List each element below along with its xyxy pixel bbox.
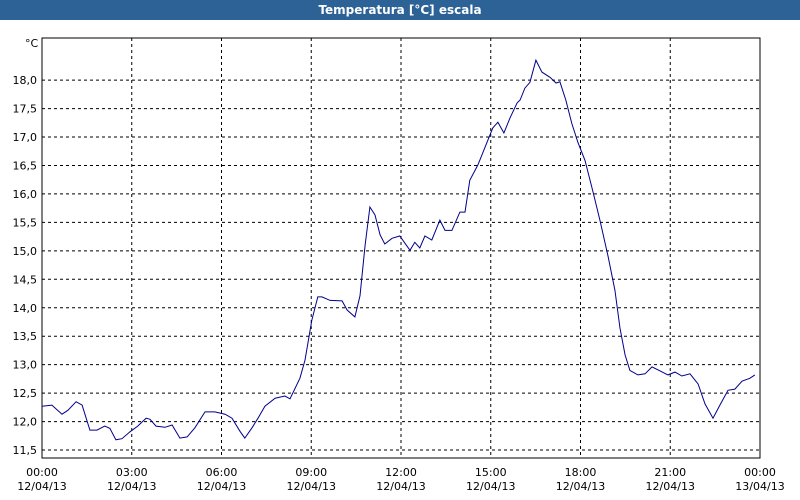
x-tick-label: 12:00 12/04/13 <box>376 466 425 493</box>
x-tick-label: 00:00 13/04/13 <box>735 466 784 493</box>
y-unit: °C <box>25 37 39 50</box>
x-tick-label: 18:00 12/04/13 <box>556 466 605 493</box>
y-tick-label: 16,5 <box>13 159 38 172</box>
y-tick-label: 17,5 <box>13 103 38 116</box>
y-tick-label: 11,5 <box>13 444 38 457</box>
y-tick-label: 13,5 <box>13 330 38 343</box>
x-tick-label: 09:00 12/04/13 <box>287 466 336 493</box>
x-tick-label: 15:00 12/04/13 <box>466 466 515 493</box>
y-tick-label: 12,5 <box>13 387 38 400</box>
y-tick-label: 15,5 <box>13 216 38 229</box>
y-tick-label: 17,0 <box>13 131 38 144</box>
y-tick-label: 18,0 <box>13 74 38 87</box>
y-tick-label: 15,0 <box>13 245 38 258</box>
plot-frame <box>41 37 761 459</box>
window-title: Temperatura [°C] escala <box>0 0 800 20</box>
temperature-line <box>41 58 756 441</box>
x-tick-label: 21:00 12/04/13 <box>646 466 695 493</box>
y-tick-label: 14,5 <box>13 273 38 286</box>
y-tick-label: 12,0 <box>13 416 38 429</box>
chart: °C 11,5 12,0 12,5 13,0 13,5 14,0 14,5 15,0 15,5 1… <box>13 37 785 493</box>
y-tick-label: 14,0 <box>13 302 38 315</box>
y-tick-label: 13,0 <box>13 359 38 372</box>
y-tick-label: 16,0 <box>13 188 38 201</box>
x-tick-label: 03:00 12/04/13 <box>107 466 156 493</box>
x-tick-label: 00:00 12/04/13 <box>17 466 66 493</box>
x-tick-label: 06:00 12/04/13 <box>197 466 246 493</box>
